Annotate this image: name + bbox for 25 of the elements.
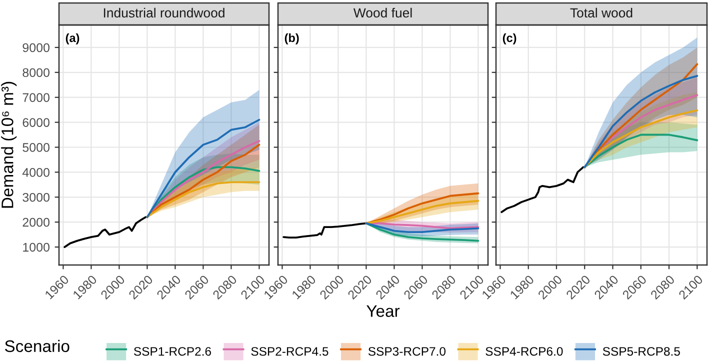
y-axis-title: Demand (10⁶ m³) xyxy=(1,82,17,208)
annotation: (a) xyxy=(66,33,80,44)
legend-label: SSP4-RCP6.0 xyxy=(486,347,563,356)
y-tick-label: 4000 xyxy=(22,168,50,177)
legend-label: SSP3-RCP7.0 xyxy=(368,347,446,356)
line-series xyxy=(64,216,147,248)
chart-title: Total wood xyxy=(570,8,632,18)
y-tick-label: 5000 xyxy=(22,143,50,152)
y-tick-label: 8000 xyxy=(22,68,50,78)
legend-label: SSP5-RCP8.5 xyxy=(602,347,680,356)
legend-label: SSP2-RCP4.5 xyxy=(251,347,328,356)
legend-label: SSP1-RCP2.6 xyxy=(134,347,211,356)
annotation: (c) xyxy=(502,33,516,44)
line-series xyxy=(146,181,260,218)
x-axis-title: Year xyxy=(366,305,400,317)
y-tick-label: 7000 xyxy=(22,93,50,102)
y-tick-label: 3000 xyxy=(22,192,50,202)
y-tick-label: 9000 xyxy=(22,43,50,52)
chart-title: Industrial roundwood xyxy=(104,8,224,18)
legend-title: Scenario xyxy=(4,340,70,352)
y-tick-label: 1000 xyxy=(23,242,50,252)
annotation: (b) xyxy=(284,33,299,44)
y-tick-label: 6000 xyxy=(22,118,50,127)
chart-title: Wood fuel xyxy=(353,8,412,18)
y-tick-label: 2000 xyxy=(22,218,50,227)
